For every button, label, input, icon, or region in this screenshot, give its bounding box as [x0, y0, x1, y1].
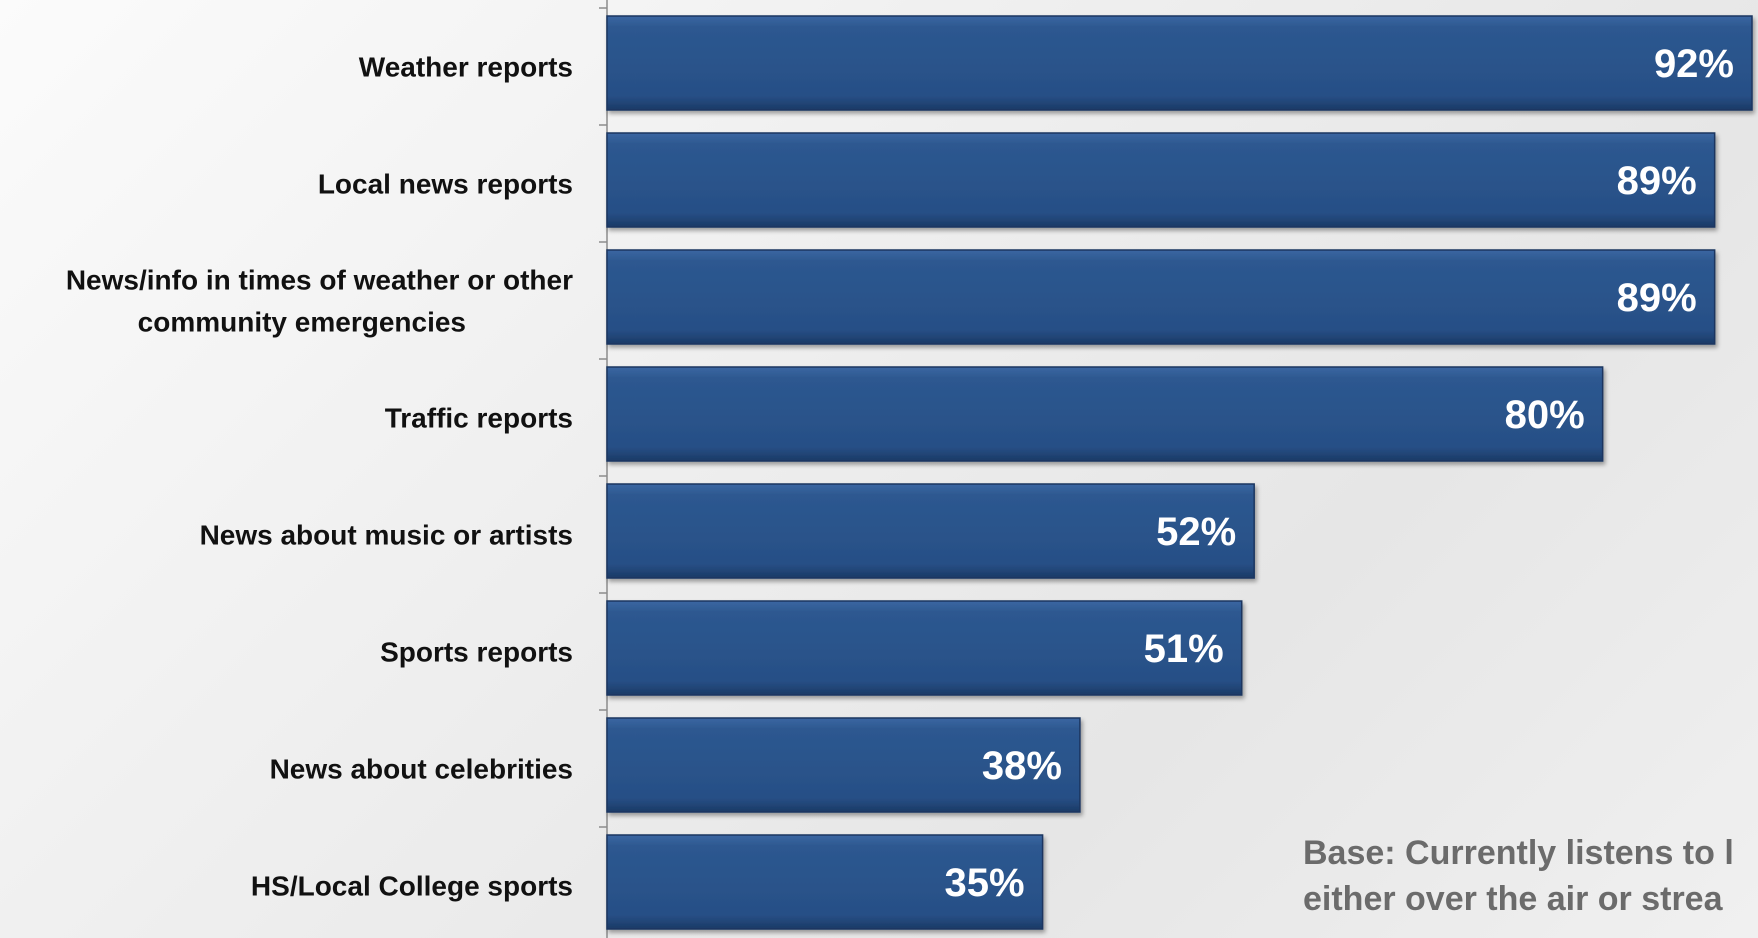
bar [606, 600, 1243, 696]
category-label-line: Local news reports [318, 169, 573, 200]
category-label: News about celebrities [270, 754, 573, 785]
category-label-line: News/info in times of weather or other [66, 265, 573, 296]
data-label: 92% [1654, 42, 1734, 86]
bar [606, 834, 1044, 930]
data-label: 35% [945, 861, 1025, 905]
data-label: 89% [1617, 276, 1697, 320]
bar [606, 132, 1716, 228]
category-label-line: community emergencies [138, 307, 466, 338]
data-label: 51% [1144, 627, 1224, 671]
category-label: HS/Local College sports [251, 871, 573, 902]
base-footnote: Base: Currently listens to l either over… [1303, 830, 1758, 938]
category-label: Traffic reports [385, 403, 573, 434]
category-label-line: Sports reports [380, 637, 573, 668]
category-label-line: Traffic reports [385, 403, 573, 434]
category-label: Weather reports [359, 52, 573, 83]
data-label: 80% [1505, 393, 1585, 437]
footnote-line-2: either over the air or strea [1303, 880, 1723, 918]
category-label: Sports reports [380, 637, 573, 668]
footnote-line-1: Base: Currently listens to l [1303, 834, 1734, 872]
data-label: 89% [1617, 159, 1697, 203]
category-label-line: HS/Local College sports [251, 871, 573, 902]
category-label-line: Weather reports [359, 52, 573, 83]
category-label-line: News about music or artists [200, 520, 573, 551]
category-label: News about music or artists [200, 520, 573, 551]
category-label-line: News about celebrities [270, 754, 573, 785]
bar [606, 717, 1081, 813]
category-label: Local news reports [318, 169, 573, 200]
bar [606, 249, 1716, 345]
data-label: 52% [1156, 510, 1236, 554]
category-label: News/info in times of weather or other co… [66, 265, 573, 338]
bar [606, 15, 1753, 111]
bar [606, 483, 1255, 579]
bar [606, 366, 1604, 462]
data-label: 38% [982, 744, 1062, 788]
